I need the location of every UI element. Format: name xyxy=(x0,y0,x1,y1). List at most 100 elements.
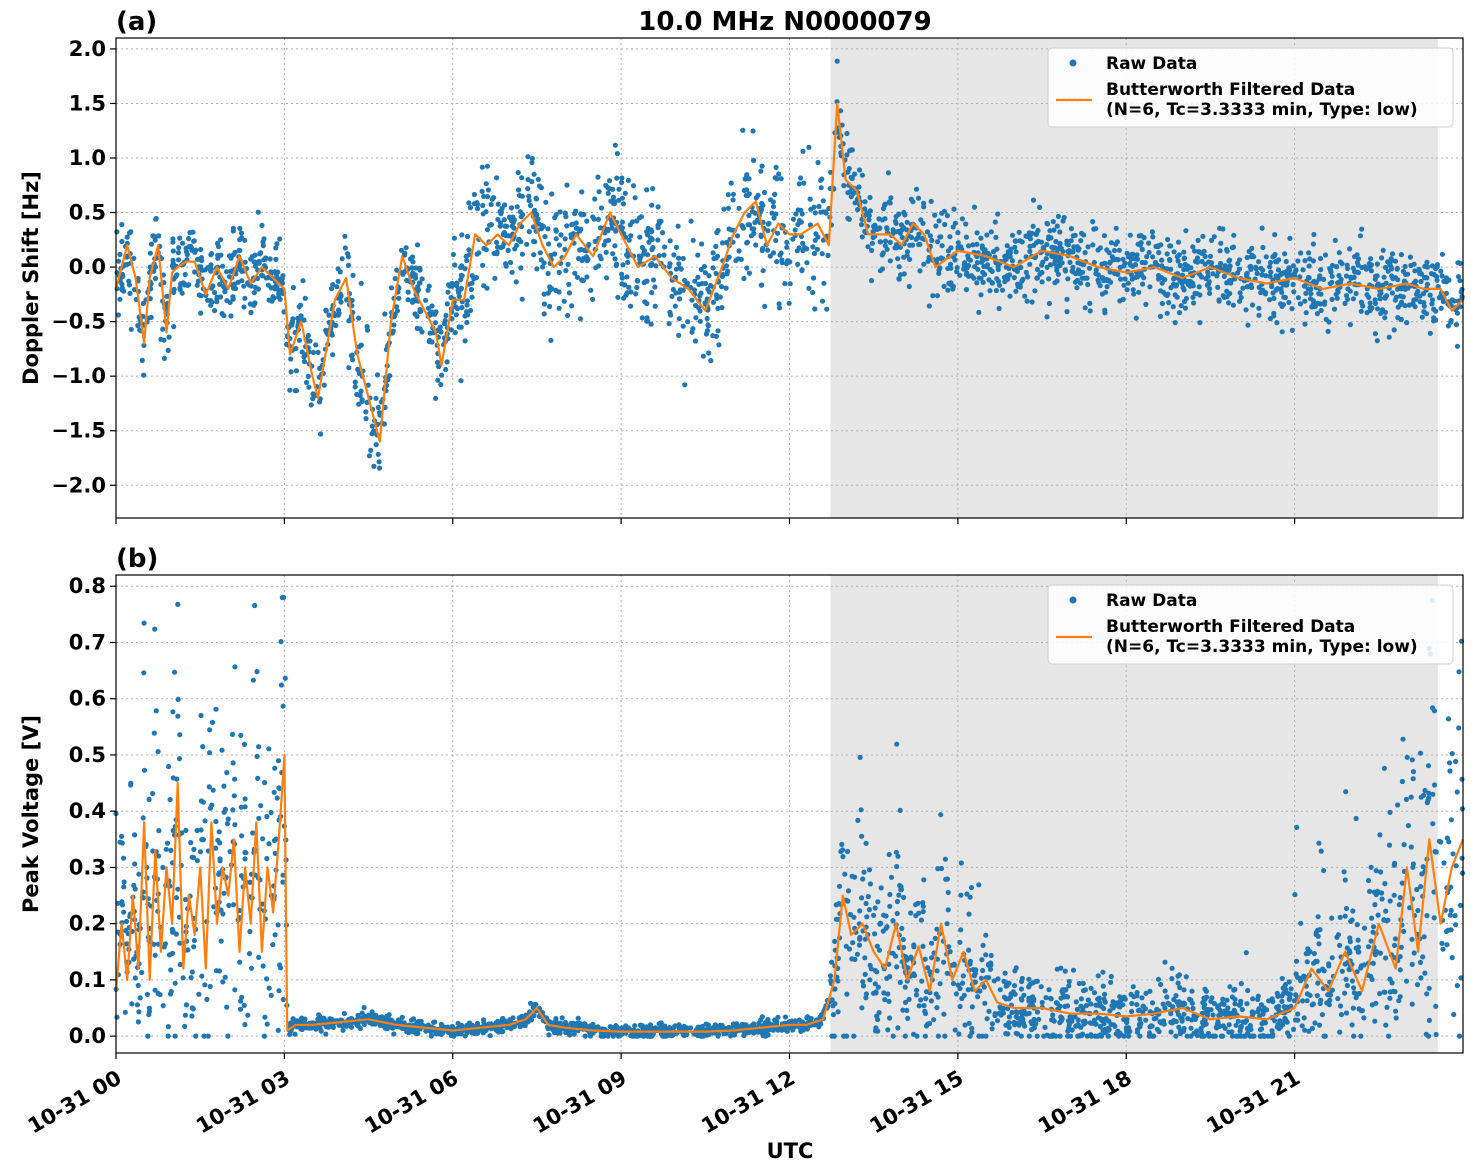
raw-data-point xyxy=(1456,1033,1463,1039)
raw-data-point xyxy=(315,349,321,355)
raw-data-point xyxy=(662,244,668,250)
raw-data-point xyxy=(197,849,203,855)
raw-data-point xyxy=(835,1009,841,1015)
raw-data-point xyxy=(1326,961,1332,967)
raw-data-point xyxy=(1334,295,1340,301)
raw-data-point xyxy=(976,882,982,888)
raw-data-point xyxy=(1172,320,1178,326)
raw-data-point xyxy=(350,357,356,363)
raw-data-point xyxy=(1162,277,1168,283)
raw-data-point xyxy=(1100,969,1106,975)
raw-data-point xyxy=(860,979,866,985)
raw-data-point xyxy=(487,222,493,228)
raw-data-point xyxy=(556,242,563,248)
raw-data-point xyxy=(1156,1028,1162,1035)
raw-data-point xyxy=(209,802,215,808)
raw-data-point xyxy=(1127,261,1133,267)
raw-data-point xyxy=(810,244,816,250)
raw-data-point xyxy=(1069,249,1075,255)
raw-data-point xyxy=(1012,238,1019,244)
raw-data-point xyxy=(1164,994,1170,1000)
raw-data-point xyxy=(404,277,410,283)
raw-data-point xyxy=(346,365,352,371)
raw-data-point xyxy=(231,793,237,799)
raw-data-point xyxy=(1102,260,1108,266)
raw-data-point xyxy=(1302,298,1308,304)
raw-data-point xyxy=(241,1002,247,1009)
raw-data-point xyxy=(1071,244,1077,250)
raw-data-point xyxy=(603,182,609,188)
raw-data-point xyxy=(1200,233,1206,239)
raw-data-point xyxy=(1458,975,1464,981)
raw-data-point xyxy=(507,259,514,266)
raw-data-point xyxy=(700,353,707,359)
raw-data-point xyxy=(212,308,218,314)
raw-data-point xyxy=(923,996,929,1002)
raw-data-point xyxy=(1311,231,1317,238)
raw-data-point xyxy=(1093,267,1099,273)
raw-data-point xyxy=(783,261,790,267)
raw-data-point xyxy=(1346,966,1352,972)
raw-data-point xyxy=(936,267,942,273)
raw-data-point xyxy=(1134,274,1141,280)
raw-data-point xyxy=(1393,1008,1399,1014)
raw-data-point xyxy=(865,894,871,900)
raw-data-point xyxy=(1107,1008,1113,1014)
raw-data-point xyxy=(151,941,157,947)
raw-data-point xyxy=(758,232,764,238)
raw-data-point xyxy=(989,1026,995,1032)
raw-data-point xyxy=(772,1017,778,1023)
raw-data-point xyxy=(116,258,122,264)
raw-data-point xyxy=(565,312,571,319)
raw-data-point xyxy=(751,226,757,232)
raw-data-point xyxy=(592,196,598,202)
raw-data-point xyxy=(1424,281,1430,287)
raw-data-point xyxy=(1426,1017,1432,1024)
raw-data-point xyxy=(765,247,771,253)
raw-data-point xyxy=(927,233,934,239)
raw-data-point xyxy=(880,250,886,256)
raw-data-point xyxy=(919,978,925,984)
raw-data-point xyxy=(1090,242,1096,248)
raw-data-point xyxy=(1278,1024,1284,1030)
raw-data-point xyxy=(1159,263,1165,269)
raw-data-point xyxy=(255,775,261,782)
raw-data-point xyxy=(1104,277,1110,283)
raw-data-point xyxy=(1195,237,1201,243)
raw-data-point xyxy=(1368,864,1374,870)
raw-data-point xyxy=(1029,299,1035,305)
raw-data-point xyxy=(220,263,226,269)
raw-data-point xyxy=(375,451,381,457)
raw-data-point xyxy=(1175,258,1181,264)
legend-entry-raw-a: Raw Data xyxy=(1106,54,1197,74)
raw-data-point xyxy=(562,246,568,252)
raw-data-point xyxy=(979,1033,985,1039)
raw-data-point xyxy=(856,942,863,948)
raw-data-point xyxy=(316,1012,322,1018)
raw-data-point xyxy=(310,349,317,356)
raw-data-point xyxy=(773,237,779,244)
raw-data-point xyxy=(858,807,864,813)
raw-data-point xyxy=(518,265,524,271)
raw-data-point xyxy=(1074,1006,1080,1013)
raw-data-point xyxy=(376,459,382,465)
raw-data-point xyxy=(862,971,868,978)
raw-data-point xyxy=(752,219,758,226)
raw-data-point xyxy=(1372,276,1378,282)
raw-data-point xyxy=(1084,275,1090,281)
raw-data-point xyxy=(1408,794,1414,800)
raw-data-point xyxy=(637,234,643,240)
raw-data-point xyxy=(606,178,613,184)
raw-data-point xyxy=(1454,343,1460,349)
raw-data-point xyxy=(939,243,945,249)
raw-data-point xyxy=(282,675,288,681)
raw-data-point xyxy=(265,282,271,288)
raw-data-point xyxy=(1144,254,1150,260)
raw-data-point xyxy=(935,1033,942,1039)
raw-data-point xyxy=(188,243,194,249)
raw-data-point xyxy=(1236,266,1242,272)
raw-data-point xyxy=(675,223,681,229)
raw-data-point xyxy=(1015,281,1021,287)
raw-data-point xyxy=(219,747,225,753)
raw-data-point xyxy=(1192,258,1199,264)
